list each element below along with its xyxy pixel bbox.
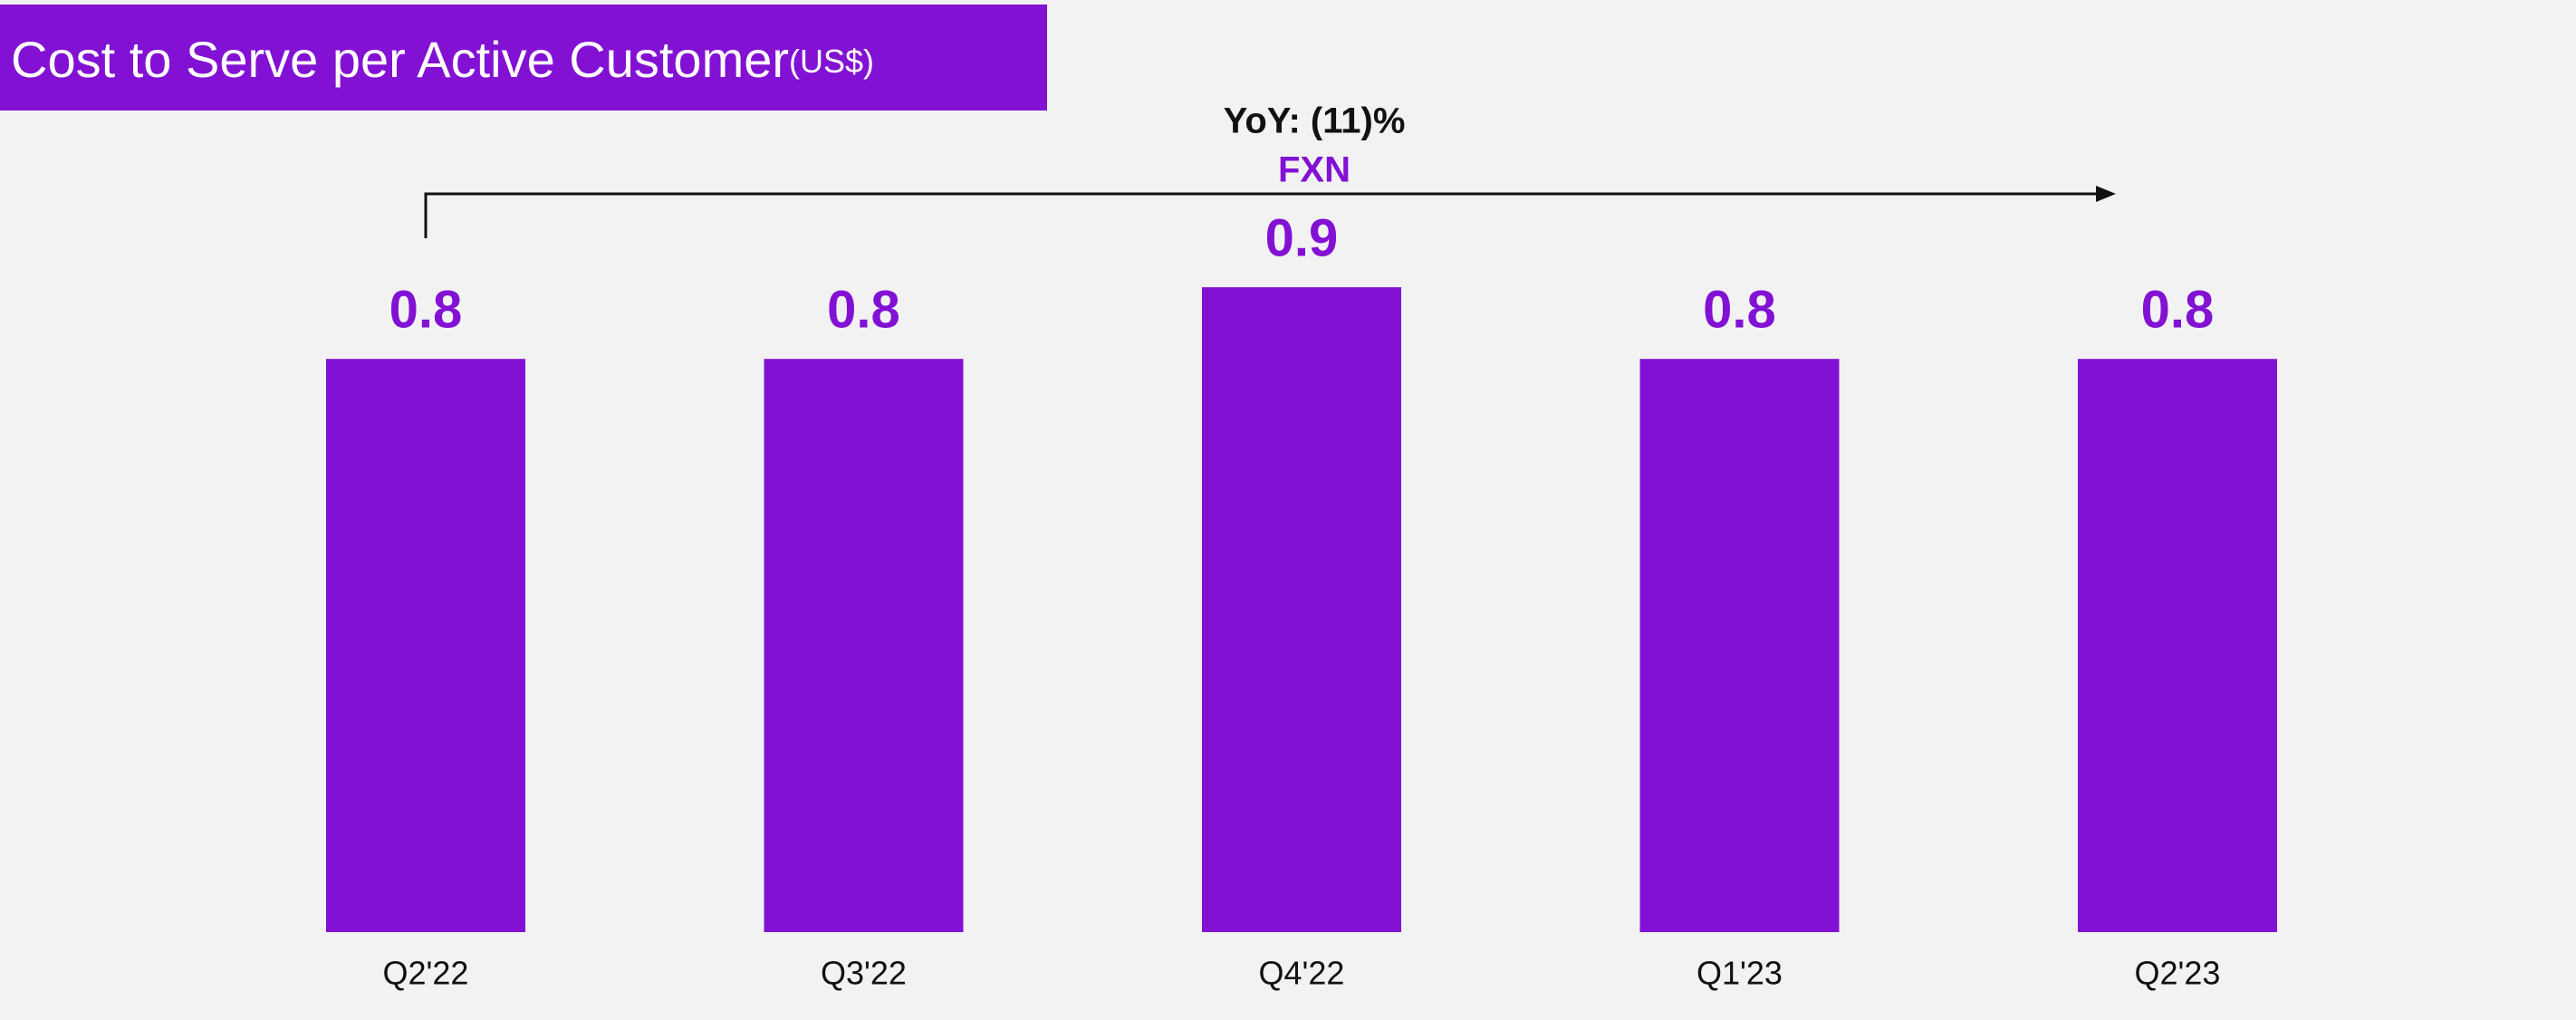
value-label: 0.8 [2141, 281, 2215, 340]
bar [764, 359, 964, 932]
x-tick-label: Q1'23 [1697, 955, 1783, 992]
x-tick-label: Q4'22 [1259, 955, 1345, 992]
value-label: 0.8 [827, 281, 900, 340]
bar [2078, 359, 2277, 932]
bar [326, 359, 525, 932]
value-label: 0.8 [389, 281, 463, 340]
chart-title: Cost to Serve per Active Customer(US$) [11, 31, 874, 88]
arrow-head [2096, 186, 2116, 202]
bar [1202, 287, 1401, 933]
annotation-sub: FXN [1278, 150, 1350, 190]
title-box [0, 5, 1047, 111]
title-unit: (US$) [789, 43, 874, 80]
value-label: 0.9 [1265, 208, 1339, 267]
yoy-arrow [424, 192, 2100, 238]
annotation: YoY: (11)% [1224, 101, 1406, 141]
value-label: 0.8 [1703, 281, 1776, 340]
bar [1639, 359, 1840, 932]
title-main: Cost to Serve per Active Customer [11, 31, 789, 88]
x-tick-label: Q3'22 [821, 955, 907, 992]
x-tick-label: Q2'23 [2135, 955, 2221, 992]
x-tick-label: Q2'22 [383, 955, 469, 992]
